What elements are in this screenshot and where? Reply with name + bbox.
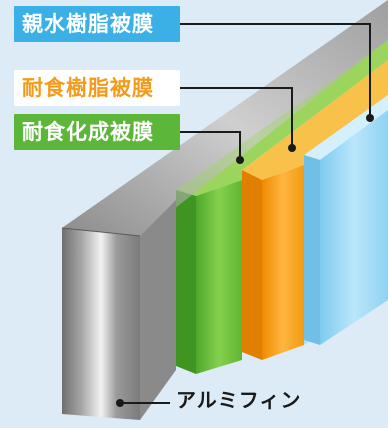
leader-lines (116, 23, 374, 407)
corrosion-resin-marker (288, 144, 296, 152)
label-hydrophilic-resin-film: 親水樹脂被膜 (14, 6, 180, 42)
label-aluminum-fin: アルミフィン (176, 388, 302, 412)
hydrophilic-resin-layer (304, 95, 388, 345)
hydrophilic-marker (366, 114, 374, 122)
chemical-conversion-marker (236, 156, 244, 164)
aluminum-fin (61, 0, 388, 420)
label-chemical-conversion-film: 耐食化成被膜 (14, 114, 180, 150)
aluminum-fin-marker (116, 399, 124, 407)
corrosion-resin-layer (242, 60, 388, 360)
label-corrosion-resin-film: 耐食樹脂被膜 (14, 70, 180, 106)
